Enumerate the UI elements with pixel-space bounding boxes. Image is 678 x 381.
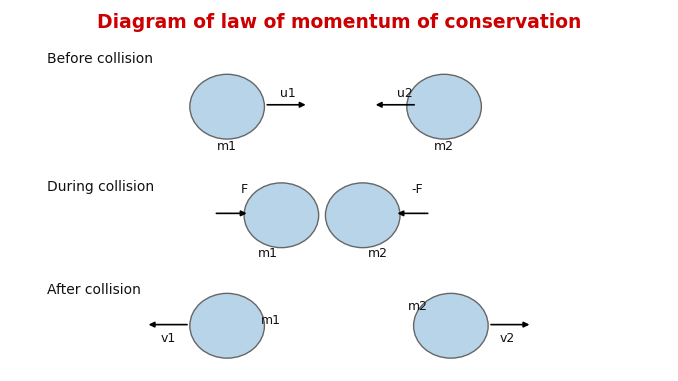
Text: After collision: After collision <box>47 283 141 296</box>
Text: m1: m1 <box>258 247 278 260</box>
Text: F: F <box>241 183 247 196</box>
Ellipse shape <box>407 74 481 139</box>
Text: m2: m2 <box>368 247 388 260</box>
Text: u1: u1 <box>280 87 296 100</box>
Text: m1: m1 <box>217 140 237 153</box>
Text: Before collision: Before collision <box>47 52 153 66</box>
Ellipse shape <box>190 293 264 358</box>
Text: -F: -F <box>411 183 423 196</box>
Text: u2: u2 <box>397 87 413 100</box>
Text: During collision: During collision <box>47 180 155 194</box>
Ellipse shape <box>325 183 400 248</box>
Text: Diagram of law of momentum of conservation: Diagram of law of momentum of conservati… <box>97 13 581 32</box>
Ellipse shape <box>244 183 319 248</box>
Ellipse shape <box>414 293 488 358</box>
Text: m2: m2 <box>434 140 454 153</box>
Text: m1: m1 <box>261 314 281 327</box>
Text: v1: v1 <box>161 332 176 345</box>
Ellipse shape <box>190 74 264 139</box>
Text: v2: v2 <box>500 332 515 345</box>
Text: m2: m2 <box>408 300 428 313</box>
